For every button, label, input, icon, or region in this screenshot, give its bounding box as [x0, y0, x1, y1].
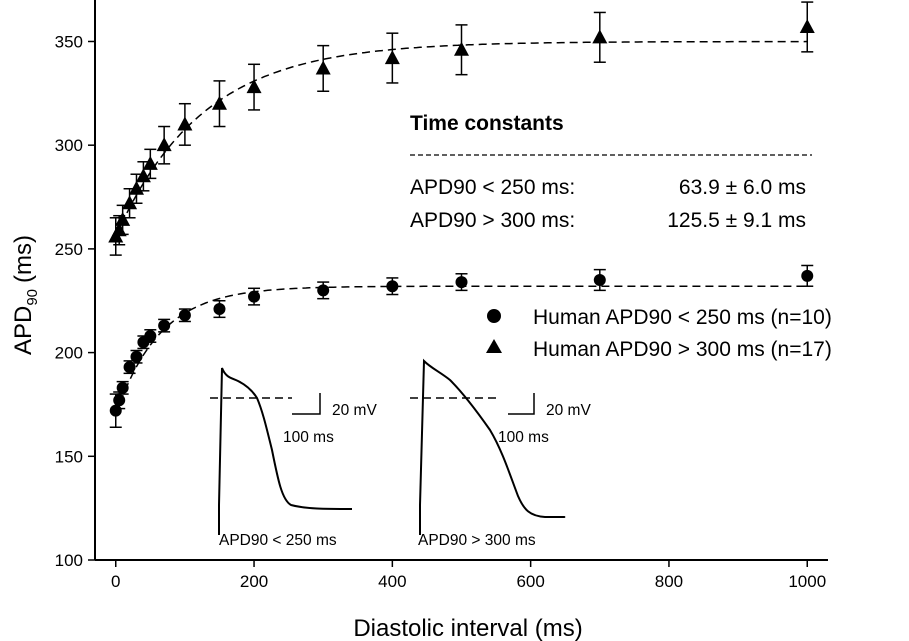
x-tick-label: 0 [111, 572, 120, 591]
data-point-circle [248, 290, 261, 303]
data-point-circle [455, 276, 468, 289]
x-tick-label: 600 [516, 572, 544, 591]
scale-bar-long [508, 393, 535, 415]
data-point-triangle [135, 168, 151, 183]
data-point-circle [158, 319, 171, 332]
data-point-triangle [315, 60, 331, 75]
tau-row-1-label: APD90 < 250 ms: [410, 176, 575, 199]
y-tick-label: 300 [55, 136, 83, 155]
inset-ap-long: 20 mV 100 ms APD90 > 300 ms [410, 358, 591, 549]
data-point-circle [801, 269, 814, 282]
data-point-triangle [211, 95, 227, 110]
scale-voltage-long: 20 mV [546, 402, 591, 419]
x-axis-title: Diastolic interval (ms) [353, 615, 582, 641]
data-point-triangle [142, 155, 158, 170]
time-constants-title: Time constants [410, 112, 564, 135]
y-tick-label: 100 [55, 551, 83, 570]
data-point-circle [130, 350, 143, 363]
legend-label-series-2: Human APD90 > 300 ms (n=17) [533, 338, 832, 361]
data-point-circle [113, 394, 126, 407]
data-point-triangle [122, 195, 138, 210]
fit-curve-series-2 [115, 40, 808, 237]
y-axis-title-subscript: 90 [24, 289, 41, 306]
legend-label-series-1: Human APD90 < 250 ms (n=10) [533, 306, 832, 329]
data-point-triangle [177, 116, 193, 131]
x-tick-label: 1000 [788, 572, 826, 591]
data-point-circle [109, 404, 122, 417]
tau-row-2-value: 125.5 ± 9.1 ms [667, 209, 806, 232]
data-point-circle [123, 361, 136, 374]
scale-bar-short [292, 393, 321, 415]
data-point-circle [386, 280, 399, 293]
y-axis-title-unit: (ms) [10, 235, 37, 283]
y-axis-title-main: APD [10, 306, 37, 355]
data-point-triangle [454, 41, 469, 56]
x-tick-label: 800 [655, 572, 683, 591]
y-tick-label: 350 [55, 32, 83, 51]
data-point-triangle [128, 180, 144, 195]
data-point-circle [178, 309, 191, 322]
data-point-triangle [799, 18, 815, 33]
x-ticks: 0 200 400 600 800 1000 [111, 560, 826, 591]
scale-time-short: 100 ms [283, 429, 334, 446]
data-point-circle [116, 381, 129, 394]
y-tick-label: 250 [55, 240, 83, 259]
legend-circle-marker [487, 309, 501, 323]
ap-trace-short [218, 367, 353, 535]
data-point-triangle [592, 29, 608, 44]
data-point-circle [593, 274, 606, 286]
tau-row-1-value: 63.9 ± 6.0 ms [679, 176, 806, 199]
data-point-circle [213, 303, 226, 316]
y-tick-label: 150 [55, 447, 83, 466]
inset-caption-short: APD90 < 250 ms [219, 532, 337, 549]
time-constants-box: Time constants APD90 < 250 ms: 63.9 ± 6.… [410, 112, 812, 232]
y-ticks: 100 150 200 250 300 350 [55, 32, 95, 570]
x-tick-label: 400 [378, 572, 406, 591]
data-point-triangle [156, 137, 172, 152]
data-point-triangle [384, 50, 400, 65]
scale-time-long: 100 ms [498, 429, 549, 446]
data-markers [108, 18, 815, 417]
scale-voltage-short: 20 mV [332, 402, 377, 419]
legend-triangle-marker [486, 339, 502, 353]
data-point-triangle [111, 222, 127, 237]
tau-row-2-label: APD90 > 300 ms: [410, 209, 575, 232]
y-tick-label: 200 [55, 344, 83, 363]
data-point-circle [144, 330, 157, 342]
ap-trace-long [419, 358, 566, 535]
data-point-circle [317, 284, 330, 297]
x-tick-label: 200 [240, 572, 268, 591]
y-axis-title: APD90 (ms) [10, 235, 41, 355]
data-point-triangle [246, 79, 262, 94]
inset-caption-long: APD90 > 300 ms [418, 532, 536, 549]
legend: Human APD90 < 250 ms (n=10) Human APD90 … [486, 306, 832, 361]
inset-ap-short: 20 mV 100 ms APD90 < 250 ms [210, 367, 377, 549]
data-point-triangle [115, 211, 131, 226]
